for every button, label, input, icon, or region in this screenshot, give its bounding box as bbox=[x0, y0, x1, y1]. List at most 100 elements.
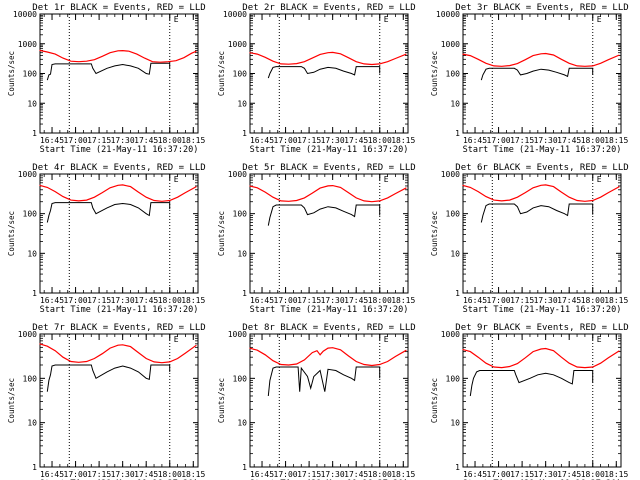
x-tick-label: 17:30 bbox=[534, 470, 558, 479]
series-line bbox=[267, 204, 381, 226]
y-tick-label: 100 bbox=[446, 70, 461, 79]
y-axis-label: Counts/sec bbox=[7, 51, 16, 96]
plot-frame bbox=[39, 173, 199, 294]
x-tick-label: 18:00 bbox=[368, 136, 392, 145]
chart-panel: Det 1r BLACK = Events, RED = LLD 1 10 100 10… bbox=[7, 3, 206, 155]
x-tick-label: 18:00 bbox=[368, 470, 392, 479]
annotation-label: E bbox=[597, 15, 602, 24]
y-axis-label: Counts/sec bbox=[430, 211, 439, 256]
y-tick-label: 1000 bbox=[441, 170, 460, 179]
x-tick-label: 16:45 bbox=[40, 470, 64, 479]
x-tick-label: 18:00 bbox=[368, 296, 392, 305]
x-tick-label: 17:30 bbox=[534, 296, 558, 305]
x-axis-label: Start Time (21-May-11 16:37:20) bbox=[250, 305, 409, 315]
y-tick-label: 1000 bbox=[18, 170, 37, 179]
x-tick-label: 17:45 bbox=[344, 136, 368, 145]
x-tick-label: 16:45 bbox=[40, 296, 64, 305]
y-axis-label: Counts/sec bbox=[430, 51, 439, 96]
x-tick-label: 18:00 bbox=[158, 470, 182, 479]
x-tick-label: 16:45 bbox=[40, 136, 64, 145]
x-tick-label: 17:45 bbox=[344, 296, 368, 305]
x-tick-label: 18:15 bbox=[181, 136, 205, 145]
chart-title: Det 3r BLACK = Events, RED = LLD bbox=[455, 3, 628, 13]
x-tick-label: 17:15 bbox=[510, 136, 534, 145]
y-tick-label: 100 bbox=[233, 374, 248, 383]
x-tick-label: 17:00 bbox=[274, 296, 298, 305]
y-tick-label: 1 bbox=[455, 129, 460, 138]
y-tick-label: 10 bbox=[237, 99, 247, 108]
x-tick-label: 16:45 bbox=[463, 136, 487, 145]
series-line bbox=[249, 184, 407, 203]
x-tick-label: 18:15 bbox=[391, 296, 415, 305]
annotation-label: E bbox=[174, 15, 179, 24]
chart-panel: Det 2r BLACK = Events, RED = LLD 1 10 100 10… bbox=[217, 3, 416, 155]
chart-title: Det 8r BLACK = Events, RED = LLD bbox=[242, 323, 415, 333]
series-line bbox=[46, 62, 171, 81]
x-tick-label: 17:00 bbox=[487, 136, 511, 145]
x-tick-label: 17:45 bbox=[134, 296, 158, 305]
x-axis-label: Start Time (21-May-11 16:37:20) bbox=[250, 145, 409, 155]
plot-frame bbox=[462, 13, 622, 134]
plot-frame bbox=[39, 333, 199, 468]
x-tick-label: 17:15 bbox=[87, 470, 111, 479]
x-tick-label: 17:45 bbox=[557, 136, 581, 145]
series-line bbox=[46, 202, 171, 223]
series-line bbox=[249, 51, 407, 66]
x-axis-label: Start Time (21-May-11 16:37:20) bbox=[463, 145, 622, 155]
y-tick-label: 10 bbox=[450, 249, 460, 258]
series-line bbox=[480, 203, 594, 223]
plot-frame bbox=[39, 13, 199, 134]
chart-title: Det 9r BLACK = Events, RED = LLD bbox=[455, 323, 628, 333]
series-line bbox=[462, 347, 620, 369]
x-tick-label: 18:00 bbox=[158, 136, 182, 145]
series-line bbox=[267, 66, 381, 79]
annotation-label: E bbox=[384, 15, 389, 24]
x-tick-label: 17:15 bbox=[87, 136, 111, 145]
x-tick-label: 17:30 bbox=[111, 470, 135, 479]
y-tick-label: 10 bbox=[27, 249, 37, 258]
y-tick-label: 1 bbox=[242, 289, 247, 298]
chart-panel: Det 7r BLACK = Events, RED = LLD 1 10 100 10… bbox=[7, 323, 206, 480]
x-tick-label: 17:30 bbox=[321, 136, 345, 145]
y-tick-label: 100 bbox=[233, 210, 248, 219]
y-tick-label: 1 bbox=[455, 289, 460, 298]
series-line bbox=[462, 52, 620, 67]
y-tick-label: 1000 bbox=[441, 40, 460, 49]
chart-panel: Det 5r BLACK = Events, RED = LLD 1 10 100 10… bbox=[217, 163, 416, 315]
y-tick-label: 100 bbox=[446, 210, 461, 219]
x-tick-label: 18:15 bbox=[181, 470, 205, 479]
y-tick-label: 10 bbox=[237, 249, 247, 258]
x-tick-label: 18:00 bbox=[581, 136, 605, 145]
x-axis-label: Start Time (21-May-11 16:37:20) bbox=[40, 145, 199, 155]
x-tick-label: 17:45 bbox=[557, 470, 581, 479]
series-line bbox=[480, 67, 594, 81]
plot-frame bbox=[249, 173, 409, 294]
x-tick-label: 17:15 bbox=[510, 296, 534, 305]
series-line bbox=[249, 347, 407, 367]
x-tick-label: 17:00 bbox=[487, 470, 511, 479]
x-tick-label: 17:00 bbox=[487, 296, 511, 305]
y-axis-label: Counts/sec bbox=[217, 378, 226, 423]
series-line bbox=[39, 49, 197, 63]
y-tick-label: 100 bbox=[23, 70, 38, 79]
y-tick-label: 100 bbox=[23, 210, 38, 219]
y-axis-label: Counts/sec bbox=[217, 51, 226, 96]
y-axis-label: Counts/sec bbox=[7, 378, 16, 423]
x-axis-label: Start Time (21-May-11 16:37:20) bbox=[40, 305, 199, 315]
x-tick-label: 17:15 bbox=[87, 296, 111, 305]
chart-panel: Det 3r BLACK = Events, RED = LLD 1 10 100 10… bbox=[430, 3, 629, 155]
chart-title: Det 2r BLACK = Events, RED = LLD bbox=[242, 3, 415, 13]
y-tick-label: 100 bbox=[233, 70, 248, 79]
y-tick-label: 100 bbox=[23, 374, 38, 383]
y-tick-label: 1 bbox=[32, 289, 37, 298]
y-tick-label: 1000 bbox=[18, 40, 37, 49]
x-tick-label: 17:45 bbox=[134, 470, 158, 479]
x-tick-label: 17:00 bbox=[64, 136, 88, 145]
series-line bbox=[462, 184, 620, 202]
y-tick-label: 1000 bbox=[228, 330, 247, 339]
plot-frame bbox=[462, 333, 622, 468]
y-axis-label: Counts/sec bbox=[217, 211, 226, 256]
y-tick-label: 1000 bbox=[441, 330, 460, 339]
chart-title: Det 5r BLACK = Events, RED = LLD bbox=[242, 163, 415, 173]
